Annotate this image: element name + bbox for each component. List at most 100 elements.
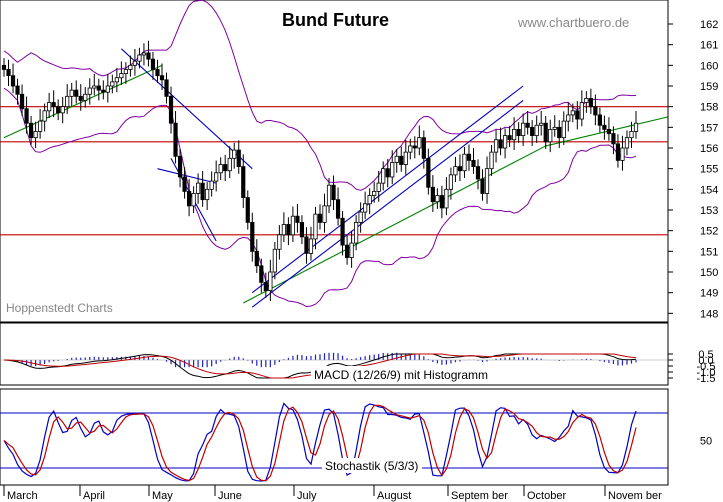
candle-body xyxy=(421,137,426,159)
candle-body xyxy=(475,166,481,180)
candle-body xyxy=(304,236,309,254)
candle-body xyxy=(69,89,74,97)
candle-body xyxy=(87,87,92,95)
candle-body xyxy=(363,203,368,213)
candle-body xyxy=(200,182,205,201)
candle-body xyxy=(354,221,359,244)
price-tick-label: 159 xyxy=(700,81,718,93)
candle-body xyxy=(205,188,210,201)
candle-body xyxy=(128,64,133,70)
candle-body xyxy=(493,139,499,153)
candle-body xyxy=(10,75,16,87)
candle-body xyxy=(101,89,106,93)
candle-body xyxy=(525,122,530,128)
candle-body xyxy=(344,244,350,258)
candle-body xyxy=(272,248,277,273)
price-tick-label: 161 xyxy=(700,40,718,52)
watermark-label: Hoppenstedt Charts xyxy=(6,301,113,315)
candle-body xyxy=(399,155,404,165)
candle-body xyxy=(290,215,296,236)
macd-label-bg xyxy=(311,366,495,382)
candle-body xyxy=(241,166,246,199)
candle-body xyxy=(159,75,165,81)
candle-body xyxy=(390,162,395,178)
trendline-green xyxy=(545,116,668,147)
candle-body xyxy=(56,106,61,114)
bollinger-upper-band xyxy=(3,0,637,191)
candle-body xyxy=(209,180,214,190)
candle-body xyxy=(259,265,264,283)
candle-body xyxy=(6,69,11,77)
price-series xyxy=(0,0,668,308)
candle-body xyxy=(552,126,557,130)
stochastic-d-line xyxy=(3,404,637,482)
candle-body xyxy=(132,60,138,66)
candle-body xyxy=(236,149,241,167)
candle-body xyxy=(92,85,97,89)
candle-body xyxy=(317,213,323,223)
channel-line-blue xyxy=(251,85,524,294)
candle-body xyxy=(299,221,305,238)
candle-body xyxy=(281,224,286,236)
candle-body xyxy=(498,139,503,149)
candle-body xyxy=(308,238,314,254)
candle-body xyxy=(15,85,20,95)
candle-body xyxy=(263,281,268,292)
month-label: June xyxy=(218,490,242,502)
candle-body xyxy=(615,143,621,161)
candle-body xyxy=(408,145,413,153)
candle-body xyxy=(624,137,630,149)
candle-body xyxy=(539,122,544,126)
candle-body xyxy=(561,120,566,139)
candle-body xyxy=(114,77,119,83)
stochastic-k-line xyxy=(3,402,637,482)
candle-body xyxy=(186,190,192,207)
candle-body xyxy=(516,128,521,136)
candle-body xyxy=(403,151,408,165)
candle-body xyxy=(96,85,101,91)
candle-body xyxy=(534,124,539,137)
candle-body xyxy=(367,195,372,205)
candle-body xyxy=(502,135,508,149)
candle-body xyxy=(322,205,327,223)
month-label: Septem ber xyxy=(451,490,508,502)
candle-body xyxy=(295,215,300,223)
candle-body xyxy=(530,126,535,137)
source-label: www.chartbuero.de xyxy=(517,15,629,30)
candle-body xyxy=(543,122,548,143)
candle-body xyxy=(484,168,490,194)
candle-body xyxy=(439,195,444,209)
price-tick-label: 152 xyxy=(700,226,718,238)
trendline-green xyxy=(3,64,163,139)
trendline-blue xyxy=(157,168,217,184)
candle-body xyxy=(471,159,476,167)
candle-body xyxy=(196,182,201,194)
price-tick-label: 153 xyxy=(700,205,718,217)
candle-body xyxy=(28,122,34,139)
candle-body xyxy=(606,128,612,134)
candle-body xyxy=(358,211,363,223)
candle-body xyxy=(119,73,124,79)
candle-body xyxy=(24,108,29,124)
candle-body xyxy=(597,114,602,126)
candle-body xyxy=(394,155,399,163)
candle-body xyxy=(584,98,589,103)
candle-body xyxy=(426,157,431,188)
candle-body xyxy=(191,193,196,207)
candle-body xyxy=(566,114,571,122)
candle-body xyxy=(453,166,458,176)
candle-body xyxy=(593,106,598,116)
candle-body xyxy=(331,184,336,201)
candle-body xyxy=(385,168,390,178)
macd-tick-label: 0.5 xyxy=(698,349,713,361)
candle-body xyxy=(462,153,467,172)
candle-body xyxy=(155,69,160,77)
candle-body xyxy=(42,110,47,122)
candle-body xyxy=(381,168,386,184)
channel-line-blue xyxy=(251,100,524,308)
price-tick-label: 151 xyxy=(700,246,718,258)
candle-body xyxy=(1,64,7,70)
month-label: October xyxy=(527,490,566,502)
candle-body xyxy=(372,190,377,196)
